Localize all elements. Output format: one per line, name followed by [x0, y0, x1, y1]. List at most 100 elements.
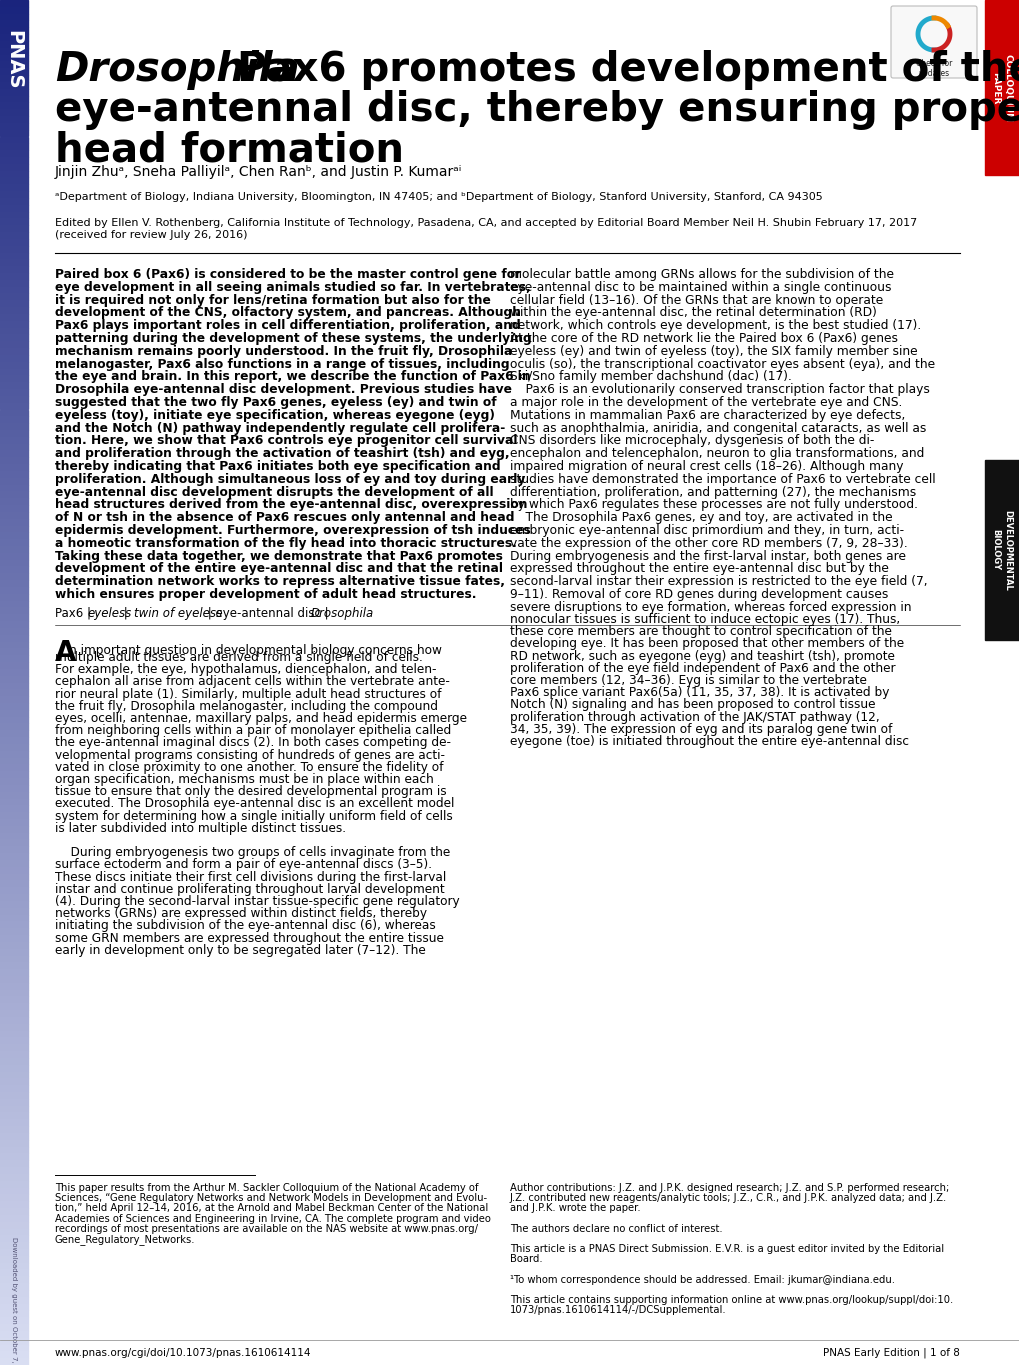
Bar: [0, 1112, 28, 1119]
Text: ᵃDepartment of Biology, Indiana University, Bloomington, IN 47405; and ᵇDepartme: ᵃDepartment of Biology, Indiana Universi…: [55, 192, 822, 202]
Bar: [0, 89, 28, 96]
Bar: [0, 212, 28, 218]
Bar: [0, 1065, 28, 1072]
Bar: [0, 962, 28, 969]
Text: second-larval instar their expression is restricted to the eye field (7,: second-larval instar their expression is…: [510, 575, 926, 588]
Bar: [0, 546, 28, 553]
Text: initiating the subdivision of the eye-antennal disc (6), whereas: initiating the subdivision of the eye-an…: [55, 920, 435, 932]
Text: mechanism remains poorly understood. In the fruit fly, Drosophila: mechanism remains poorly understood. In …: [55, 345, 512, 358]
Text: impaired migration of neural crest cells (18–26). Although many: impaired migration of neural crest cells…: [510, 460, 903, 474]
Text: development of the entire eye-antennal disc and that the retinal: development of the entire eye-antennal d…: [55, 562, 502, 576]
Bar: [0, 921, 28, 928]
Bar: [0, 109, 28, 116]
Text: differentiation, proliferation, and patterning (27), the mechanisms: differentiation, proliferation, and patt…: [510, 486, 915, 498]
Text: instar and continue proliferating throughout larval development: instar and continue proliferating throug…: [55, 883, 444, 895]
Bar: [0, 648, 28, 655]
Bar: [0, 682, 28, 689]
Bar: [0, 1201, 28, 1208]
Text: Academies of Sciences and Engineering in Irvine, CA. The complete program and vi: Academies of Sciences and Engineering in…: [55, 1213, 490, 1223]
Bar: [0, 280, 28, 287]
Bar: [0, 710, 28, 717]
Text: system for determining how a single initially uniform field of cells: system for determining how a single init…: [55, 809, 452, 823]
Bar: [0, 1290, 28, 1297]
Text: thereby indicating that Pax6 initiates both eye specification and: thereby indicating that Pax6 initiates b…: [55, 460, 500, 474]
Bar: [0, 239, 28, 246]
Bar: [0, 1024, 28, 1031]
Bar: [0, 949, 28, 956]
Text: These discs initiate their first cell divisions during the first-larval: These discs initiate their first cell di…: [55, 871, 446, 883]
Bar: [0, 7, 28, 14]
Text: Author contributions: J.Z. and J.P.K. designed research; J.Z. and S.P. performed: Author contributions: J.Z. and J.P.K. de…: [510, 1183, 949, 1193]
Text: surface ectoderm and form a pair of eye-antennal discs (3–5).: surface ectoderm and form a pair of eye-…: [55, 859, 432, 871]
Bar: [0, 1147, 28, 1153]
Text: CNS disorders like microcephaly, dysgenesis of both the di-: CNS disorders like microcephaly, dysgene…: [510, 434, 873, 448]
Text: the eye and brain. In this report, we describe the function of Pax6 in: the eye and brain. In this report, we de…: [55, 370, 530, 384]
Bar: [0, 34, 28, 41]
Bar: [0, 696, 28, 703]
Bar: [0, 334, 28, 341]
Text: Paired box 6 (Pax6) is considered to be the master control gene for: Paired box 6 (Pax6) is considered to be …: [55, 268, 521, 281]
Text: Drosophila: Drosophila: [311, 607, 374, 620]
Bar: [0, 218, 28, 225]
Text: Pax6 plays important roles in cell differentiation, proliferation, and: Pax6 plays important roles in cell diffe…: [55, 319, 521, 332]
Bar: [0, 150, 28, 157]
Bar: [0, 1051, 28, 1058]
Bar: [0, 1044, 28, 1051]
Text: vated in close proximity to one another. To ensure the fidelity of: vated in close proximity to one another.…: [55, 760, 443, 774]
Bar: [0, 983, 28, 990]
Bar: [0, 328, 28, 334]
Bar: [0, 143, 28, 150]
Bar: [0, 1283, 28, 1290]
Bar: [0, 416, 28, 423]
Bar: [0, 1126, 28, 1133]
Bar: [0, 287, 28, 293]
Bar: [0, 1133, 28, 1140]
Bar: [984, 460, 1019, 640]
Bar: [0, 369, 28, 375]
Bar: [0, 61, 28, 68]
Text: developing eye. It has been proposed that other members of the: developing eye. It has been proposed tha…: [510, 637, 903, 650]
Bar: [0, 1215, 28, 1222]
Text: Pax6 splice variant Pax6(5a) (11, 35, 37, 38). It is activated by: Pax6 splice variant Pax6(5a) (11, 35, 37…: [510, 687, 889, 699]
Text: encephalon and telencephalon, neuron to glia transformations, and: encephalon and telencephalon, neuron to …: [510, 448, 923, 460]
Bar: [0, 225, 28, 232]
Bar: [0, 410, 28, 416]
Bar: [0, 1140, 28, 1147]
Bar: [0, 273, 28, 280]
Bar: [0, 880, 28, 887]
Bar: [0, 758, 28, 764]
Text: The Drosophila Pax6 genes, ey and toy, are activated in the: The Drosophila Pax6 genes, ey and toy, a…: [510, 512, 892, 524]
Text: and the Notch (N) pathway independently regulate cell prolifera-: and the Notch (N) pathway independently …: [55, 422, 504, 434]
Bar: [0, 457, 28, 464]
Text: eye-antennal disc development disrupts the development of all: eye-antennal disc development disrupts t…: [55, 486, 493, 498]
Bar: [0, 1324, 28, 1331]
Bar: [0, 382, 28, 389]
Text: Gene_Regulatory_Networks.: Gene_Regulatory_Networks.: [55, 1234, 196, 1245]
Text: proliferation. Although simultaneous loss of ey and toy during early: proliferation. Although simultaneous los…: [55, 472, 525, 486]
Text: severe disruptions to eye formation, whereas forced expression in: severe disruptions to eye formation, whe…: [510, 601, 911, 614]
Text: At the core of the RD network lie the Paired box 6 (Pax6) genes: At the core of the RD network lie the Pa…: [510, 332, 897, 345]
Bar: [0, 819, 28, 826]
Bar: [0, 812, 28, 819]
Bar: [0, 1017, 28, 1024]
Text: these core members are thought to control specification of the: these core members are thought to contro…: [510, 625, 891, 639]
Bar: [0, 1269, 28, 1276]
Bar: [0, 348, 28, 355]
Text: tissue to ensure that only the desired developmental program is: tissue to ensure that only the desired d…: [55, 785, 446, 799]
Text: For example, the eye, hypothalamus, diencephalon, and telen-: For example, the eye, hypothalamus, dien…: [55, 663, 436, 676]
Text: rior neural plate (1). Similarly, multiple adult head structures of: rior neural plate (1). Similarly, multip…: [55, 688, 441, 700]
Text: of N or tsh in the absence of Pax6 rescues only antennal and head: of N or tsh in the absence of Pax6 rescu…: [55, 512, 514, 524]
Text: core members (12, 34–36). Eyg is similar to the vertebrate: core members (12, 34–36). Eyg is similar…: [510, 674, 866, 687]
Text: This article is a PNAS Direct Submission. E.V.R. is a guest editor invited by th: This article is a PNAS Direct Submission…: [510, 1245, 944, 1254]
Bar: [0, 519, 28, 526]
Bar: [0, 928, 28, 935]
Bar: [0, 123, 28, 130]
Bar: [0, 614, 28, 621]
Text: which ensures proper development of adult head structures.: which ensures proper development of adul…: [55, 588, 476, 601]
Text: DEVELOPMENTAL
BIOLOGY: DEVELOPMENTAL BIOLOGY: [990, 509, 1012, 591]
Bar: [0, 403, 28, 409]
Bar: [0, 730, 28, 737]
Bar: [0, 307, 28, 314]
Bar: [0, 362, 28, 369]
Bar: [0, 68, 28, 75]
